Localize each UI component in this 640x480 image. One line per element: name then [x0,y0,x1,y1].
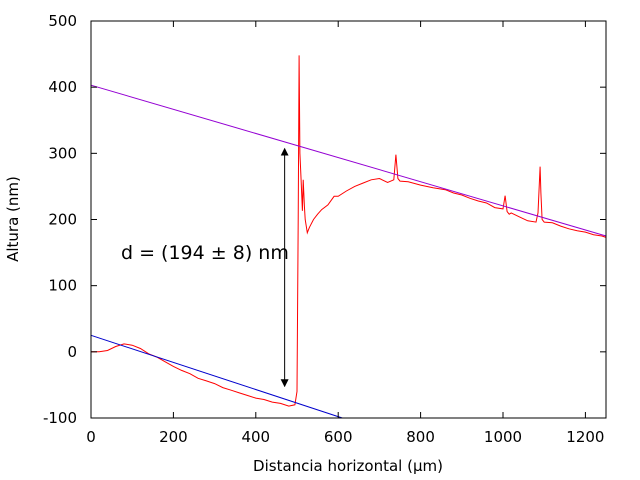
plot-frame [90,20,607,419]
series-1-line [90,84,607,237]
x-tick-label: 1200 [566,428,604,446]
tick-layer: 0 200 400 600 800 1000 1200 -100 0 100 200 300 400 50… [43,12,606,446]
series-2-line [90,334,343,419]
x-tick-label: 400 [241,428,270,446]
annotation: d = (194 ± 8) nm [121,147,289,388]
thickness-annotation: d = (194 ± 8) nm [121,242,289,264]
y-tick-label: 200 [48,211,77,229]
y-tick-label: -100 [43,409,77,427]
y-tick-label: 100 [48,277,77,295]
x-tick-label: 0 [86,428,96,446]
x-axis-label: Distancia horizontal (μm) [253,457,443,475]
y-tick-label: 400 [48,78,77,96]
x-tick-label: 800 [406,428,435,446]
series-0-line [91,55,607,407]
y-tick-label: 500 [48,12,77,30]
y-tick-label: 300 [48,144,77,162]
y-tick-label: 0 [67,343,77,361]
x-tick-label: 600 [324,428,353,446]
x-tick-label: 200 [159,428,188,446]
series-layer [90,55,607,419]
x-tick-label: 1000 [484,428,522,446]
y-axis-label: Altura (nm) [4,176,22,262]
